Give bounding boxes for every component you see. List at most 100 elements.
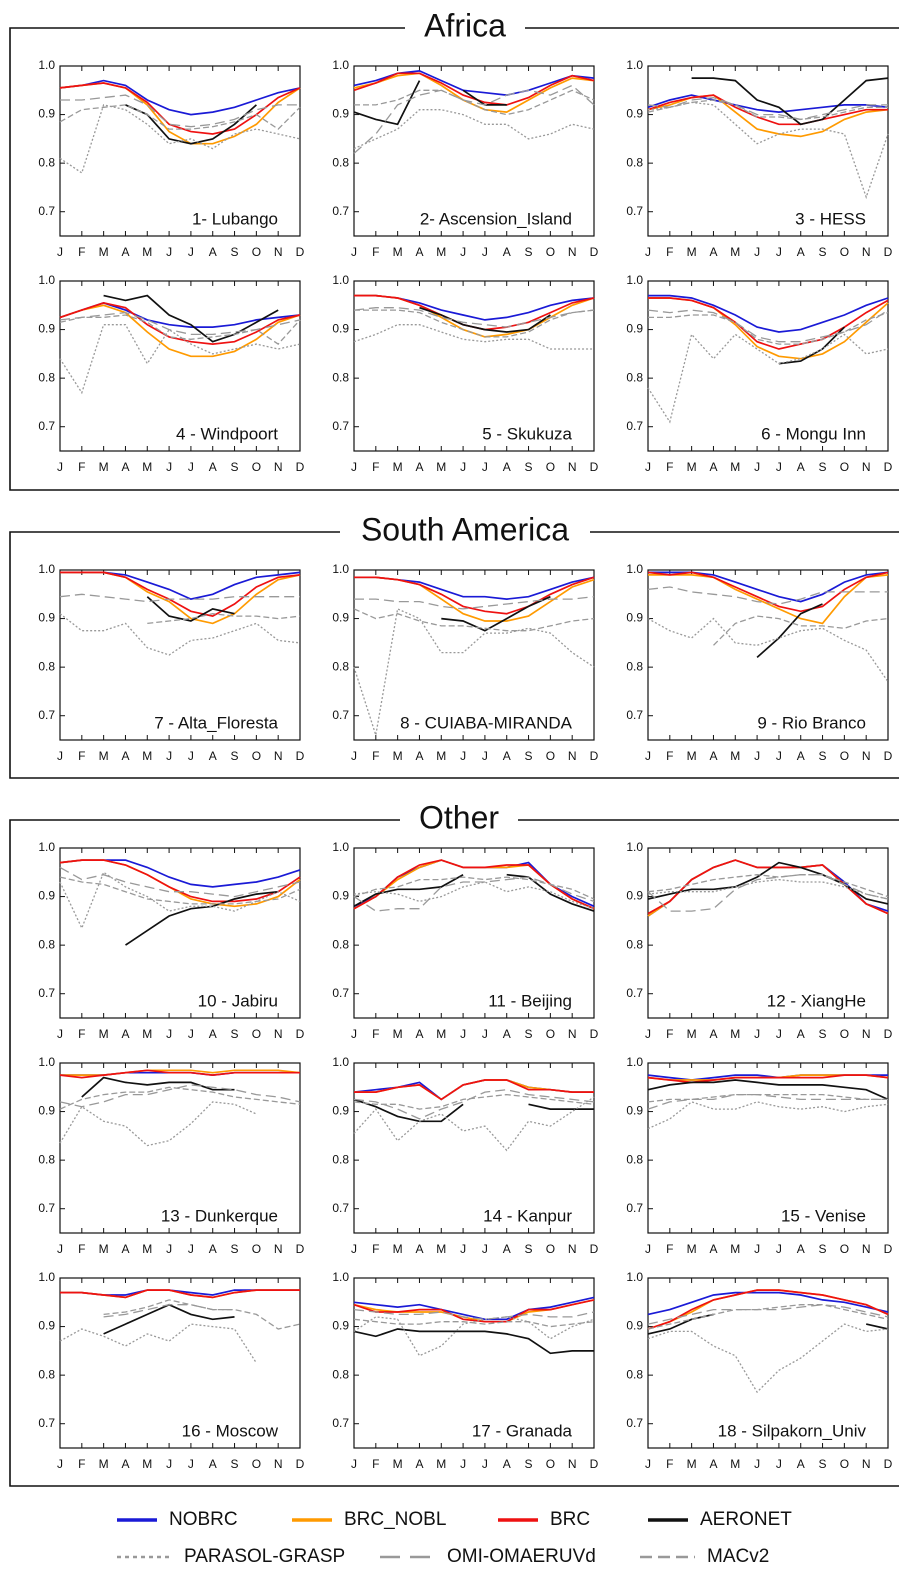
series-line [353,881,595,910]
x-tick-label: F [78,1457,85,1471]
series-line [647,94,889,113]
y-tick-label: 0.8 [626,659,643,673]
series-line [647,1079,889,1101]
y-tick-label: 0.9 [38,889,55,903]
series-line [147,613,301,625]
x-tick-label: N [862,245,871,259]
x-tick-label: D [296,460,305,474]
x-tick-label: A [209,1457,217,1471]
x-tick-label: J [351,749,357,763]
series-line [59,1084,301,1108]
x-tick-label: D [590,1027,599,1041]
series-line [103,1299,301,1330]
series-line [103,1304,235,1318]
y-tick-label: 1.0 [626,273,643,287]
y-tick-label: 0.9 [38,1104,55,1118]
series-line [59,79,301,116]
plot-frame [59,847,301,1019]
x-tick-label: O [252,749,261,763]
y-tick-label: 0.9 [626,107,643,121]
series-line [648,571,889,603]
series-line [647,1289,889,1330]
series-line [59,871,301,930]
series-line [353,109,595,150]
y-tick-label: 0.8 [38,1367,55,1381]
y-tick-label: 1.0 [332,1270,349,1284]
x-tick-label: D [590,245,599,259]
x-tick-label: F [666,1457,673,1471]
x-tick-label: O [252,1242,261,1256]
series-line [648,311,889,345]
x-tick-label: M [99,1027,109,1041]
series-line [647,874,889,912]
y-tick-label: 1.0 [626,562,643,576]
y-tick-label: 0.7 [626,1416,643,1430]
series-line [353,1328,594,1355]
series-line [354,294,595,338]
y-tick-label: 0.9 [332,1319,349,1333]
x-tick-label: J [460,1027,466,1041]
x-tick-label: N [274,749,283,763]
y-tick-label: 0.7 [38,986,55,1000]
x-tick-label: M [730,1457,740,1471]
y-tick-label: 0.9 [626,889,643,903]
x-tick-label: F [372,1457,379,1471]
x-tick-label: M [687,749,697,763]
x-tick-label: A [415,460,423,474]
series-line [647,94,888,126]
plot-frame [353,1062,595,1234]
x-tick-label: J [188,1457,194,1471]
series-line [647,859,889,915]
series-line [59,311,301,336]
plot-frame [353,847,595,1019]
series-line [146,596,235,622]
series-line [353,607,595,736]
series-line [59,866,301,898]
x-tick-label: N [274,1457,283,1471]
x-tick-label: D [884,245,893,259]
y-tick-label: 0.7 [332,1416,349,1430]
series-line [353,1308,595,1320]
x-tick-label: A [415,245,423,259]
section-frame [9,27,899,491]
x-tick-label: N [862,1242,871,1256]
panel-title: 13 - Dunkerque [161,1206,278,1225]
y-tick-label: 0.9 [38,611,55,625]
x-tick-label: D [884,1027,893,1041]
y-tick-label: 0.7 [626,708,643,722]
x-tick-label: J [57,245,63,259]
panel-title: 18 - Silpakorn_Univ [718,1421,867,1440]
series-line [756,603,823,659]
x-tick-label: M [436,1027,446,1041]
legend-label: BRC_NOBL [344,1509,446,1530]
y-tick-label: 0.7 [38,1201,55,1215]
series-line [59,859,301,888]
x-tick-label: M [99,1242,109,1256]
x-tick-label: F [666,1027,673,1041]
series-line [59,593,300,603]
series-line [353,307,595,328]
x-tick-label: S [525,460,533,474]
series-line [691,77,889,126]
y-tick-label: 1.0 [38,840,55,854]
x-tick-label: M [393,1242,403,1256]
section-title: Other [419,799,499,835]
x-tick-label: A [415,1027,423,1041]
x-tick-label: F [666,245,673,259]
x-tick-label: O [840,1242,849,1256]
x-tick-label: M [142,460,152,474]
series-line [648,297,889,360]
x-tick-label: M [99,245,109,259]
series-line [353,1299,595,1323]
x-tick-label: S [231,749,239,763]
series-line [353,876,595,900]
x-tick-label: N [274,1242,283,1256]
series-line [647,1093,888,1110]
y-tick-label: 0.8 [626,370,643,384]
x-tick-label: J [166,1027,172,1041]
series-line [59,876,301,905]
x-tick-label: N [274,245,283,259]
x-tick-label: J [460,245,466,259]
x-tick-label: A [797,1457,805,1471]
series-line [59,613,301,656]
